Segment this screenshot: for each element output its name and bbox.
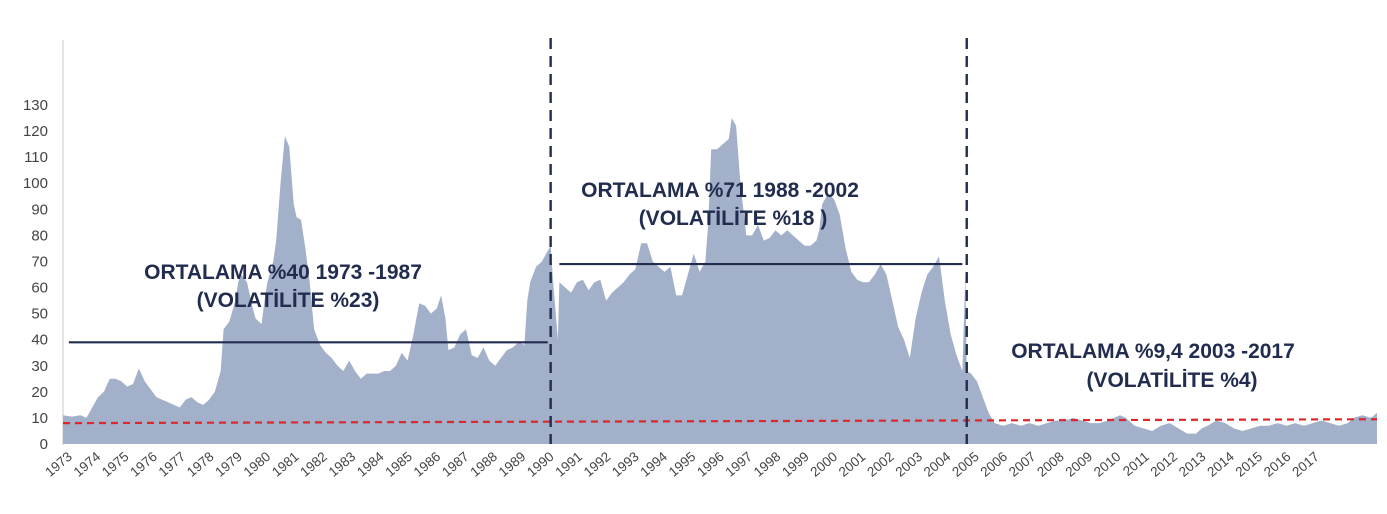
x-tick-label: 2008 <box>1034 449 1067 480</box>
x-tick-label: 1990 <box>524 449 557 480</box>
annotation-2003-2017: ORTALAMA %9,4 2003 -2017 (VOLATİLİTE %4) <box>1011 340 1295 392</box>
annotation-line1: ORTALAMA %9,4 2003 -2017 <box>1011 340 1295 363</box>
x-tick-label: 1989 <box>496 449 529 480</box>
x-tick-label: 1991 <box>552 449 585 480</box>
x-tick-label: 1987 <box>439 449 472 480</box>
trend-line <box>62 418 1378 425</box>
x-tick-label: 2011 <box>1120 449 1152 479</box>
x-tick-label: 2017 <box>1289 449 1322 480</box>
x-tick-label: 2001 <box>836 449 869 480</box>
x-tick-label: 1985 <box>382 449 415 480</box>
x-tick-label: 1993 <box>609 449 642 480</box>
x-tick-label: 2000 <box>807 449 840 480</box>
y-tick-label: 30 <box>31 358 48 375</box>
area-series <box>63 118 1377 444</box>
x-tick-label: 1974 <box>71 449 104 480</box>
x-axis: 1973197419751976197719781979198019811982… <box>42 449 1322 480</box>
annotation-1973-1987: ORTALAMA %40 1973 -1987 (VOLATİLİTE %23) <box>144 261 422 312</box>
y-axis: 0 10 20 30 40 50 60 70 80 90 100 110 120 130 <box>23 97 48 453</box>
annotation-line2: (VOLATİLİTE %4) <box>1086 369 1257 392</box>
x-tick-label: 1996 <box>694 449 727 480</box>
x-tick-label: 1978 <box>184 449 217 480</box>
x-tick-label: 1997 <box>722 449 755 480</box>
x-tick-label: 1999 <box>779 449 812 480</box>
annotation-line2: (VOLATİLİTE %18 ) <box>639 207 828 230</box>
x-tick-label: 1988 <box>467 449 500 480</box>
annotation-line1: ORTALAMA %40 1973 -1987 <box>144 261 422 284</box>
y-tick-label: 20 <box>31 384 48 401</box>
x-tick-label: 1977 <box>156 449 189 480</box>
y-tick-label: 10 <box>31 410 48 427</box>
x-tick-label: 2012 <box>1148 449 1181 480</box>
x-tick-label: 2010 <box>1091 449 1124 480</box>
x-tick-label: 2005 <box>949 449 982 480</box>
x-tick-label: 2006 <box>978 449 1011 480</box>
x-tick-label: 1994 <box>637 449 670 480</box>
y-tick-label: 60 <box>31 280 48 297</box>
x-tick-label: 1983 <box>326 449 359 480</box>
y-tick-label: 120 <box>23 123 48 140</box>
x-tick-label: 2009 <box>1063 449 1096 480</box>
annotation-line2: (VOLATİLİTE %23) <box>197 289 380 312</box>
x-tick-label: 1980 <box>241 449 274 480</box>
y-tick-label: 40 <box>31 332 48 349</box>
x-tick-label: 1992 <box>581 449 614 480</box>
x-tick-label: 1982 <box>297 449 330 480</box>
period-dividers <box>549 38 968 444</box>
x-tick-label: 1998 <box>751 449 784 480</box>
annotation-line1: ORTALAMA %71 1988 -2002 <box>581 179 859 202</box>
x-tick-label: 1981 <box>269 449 302 480</box>
y-tick-label: 90 <box>31 201 48 218</box>
x-tick-label: 2002 <box>864 449 897 480</box>
y-tick-label: 100 <box>23 175 48 192</box>
x-tick-label: 1979 <box>212 449 245 480</box>
x-tick-label: 1973 <box>42 449 75 480</box>
y-tick-label: 110 <box>24 149 48 166</box>
y-tick-label: 50 <box>31 306 48 323</box>
x-tick-label: 1986 <box>411 449 444 480</box>
y-tick-label: 130 <box>23 97 48 114</box>
x-tick-label: 2014 <box>1204 449 1237 480</box>
x-tick-label: 2003 <box>892 449 925 480</box>
average-lines <box>68 262 963 344</box>
y-tick-label: 0 <box>40 436 48 453</box>
y-tick-label: 70 <box>31 253 48 270</box>
x-tick-label: 1976 <box>127 449 160 480</box>
x-tick-label: 2007 <box>1006 449 1039 480</box>
x-tick-label: 2016 <box>1261 449 1294 480</box>
x-tick-label: 2004 <box>921 449 954 480</box>
x-tick-label: 1984 <box>354 449 387 480</box>
x-tick-label: 2013 <box>1176 449 1209 480</box>
x-tick-label: 1995 <box>666 449 699 480</box>
x-tick-label: 2015 <box>1233 449 1266 480</box>
y-tick-label: 80 <box>31 227 48 244</box>
annotation-1988-2002: ORTALAMA %71 1988 -2002 (VOLATİLİTE %18 … <box>581 179 859 230</box>
x-tick-label: 1975 <box>99 449 132 480</box>
